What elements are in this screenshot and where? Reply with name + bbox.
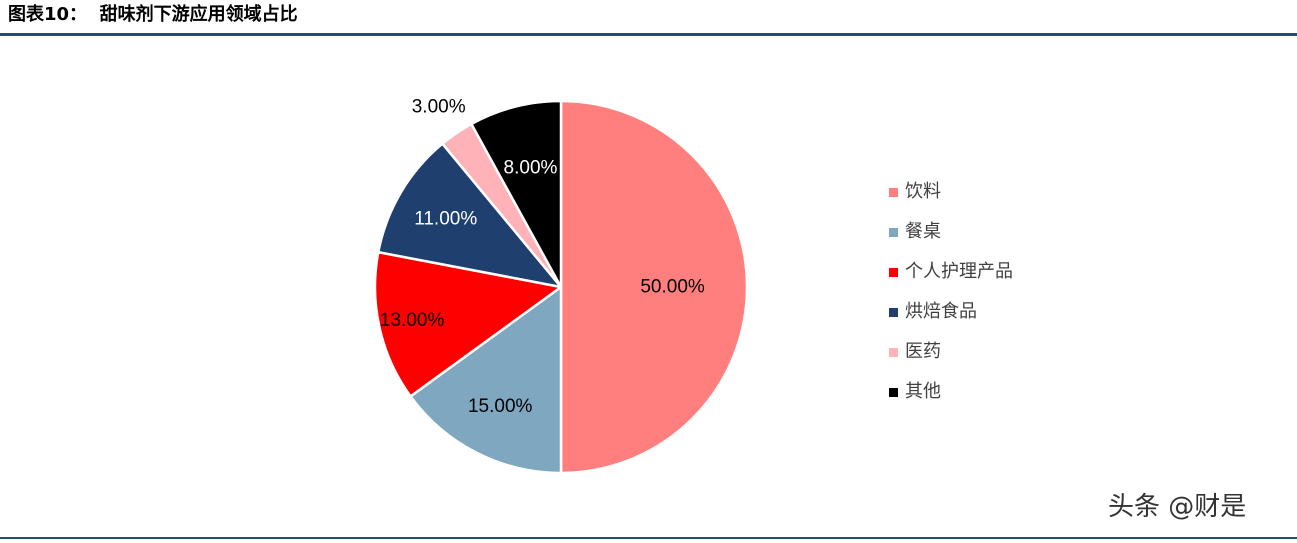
data-label-饮料: 50.00%: [640, 277, 705, 298]
legend-label: 医药: [905, 341, 941, 362]
data-label-医药: 3.00%: [412, 97, 466, 118]
legend-swatch: [889, 387, 898, 397]
chart-legend: 饮料餐桌个人护理产品 烘焙食品医药其他: [889, 172, 1109, 412]
data-label-个人护理产品: 13.00%: [380, 310, 445, 331]
legend-item-医药: 医药: [889, 332, 1109, 372]
watermark: 头条 @财是: [1108, 492, 1247, 522]
data-label-其他: 8.00%: [504, 158, 558, 179]
legend-label: 烘焙食品: [905, 301, 977, 322]
legend-swatch: [889, 307, 898, 317]
legend-label: 饮料: [905, 181, 941, 202]
legend-item-个人护理产品: 个人护理产品: [889, 252, 1109, 292]
legend-item-餐桌: 餐桌: [889, 212, 1109, 252]
data-label-烘焙食品: 11.00%: [414, 208, 477, 229]
legend-swatch: [889, 347, 898, 357]
pie-slice-饮料: [559, 99, 749, 475]
pie-slice-烘焙食品: [377, 142, 563, 289]
pie-slice-其他: [470, 99, 563, 289]
figure-title: 图表10： 甜味剂下游应用领域占比: [8, 4, 298, 25]
legend-label: 餐桌: [905, 221, 941, 242]
legend-swatch: [889, 227, 898, 237]
pie-slice-餐桌: [409, 285, 563, 475]
legend-swatch: [889, 267, 898, 277]
top-divider: [0, 33, 1297, 36]
bottom-divider: [0, 537, 1297, 539]
legend-label: 其他: [905, 381, 941, 402]
legend-item-烘焙食品: 烘焙食品: [889, 292, 1109, 332]
legend-label: 个人护理产品: [905, 261, 1013, 282]
legend-swatch: [889, 187, 898, 197]
pie-slice-个人护理产品: [373, 250, 563, 398]
data-label-餐桌: 15.00%: [468, 396, 533, 417]
legend-item-饮料: 饮料: [889, 172, 1109, 212]
legend-item-其他: 其他: [889, 372, 1109, 412]
